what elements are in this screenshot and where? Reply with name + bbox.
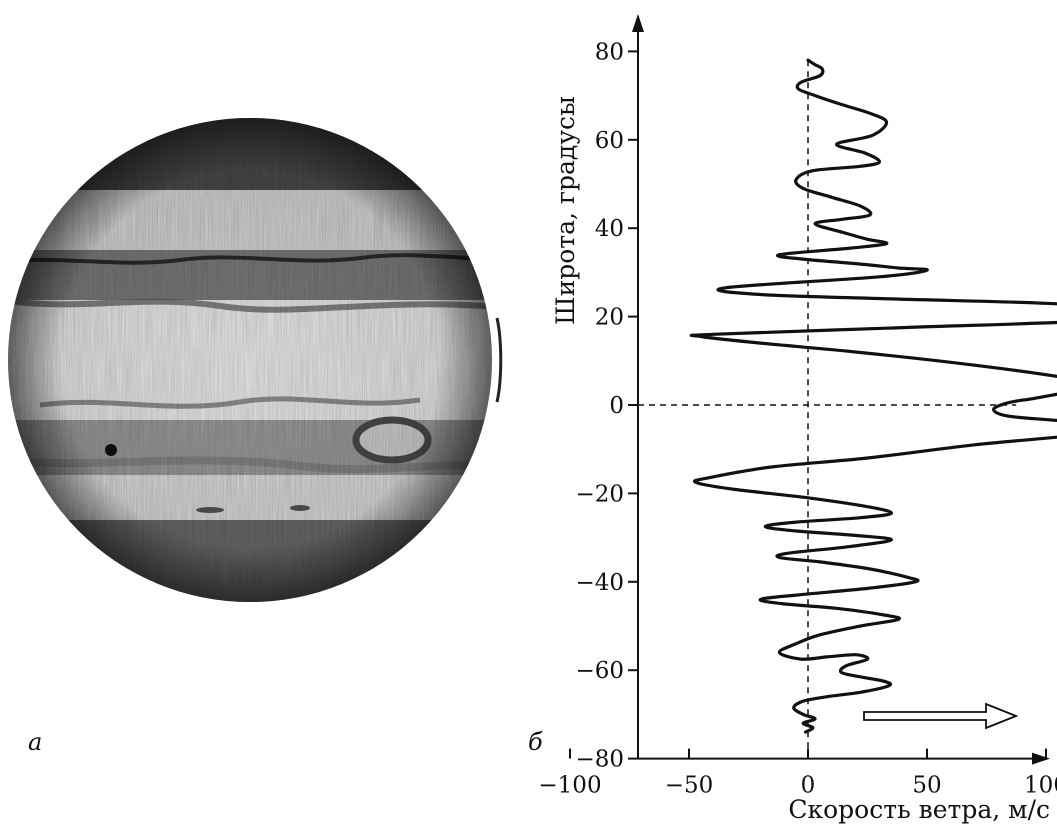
y-tick-label: −40 <box>575 570 624 596</box>
y-axis-title: Широта, градусы <box>551 96 580 325</box>
jupiter-image <box>8 118 503 602</box>
x-tick-label: 0 <box>801 773 816 799</box>
x-axis-title: Скорость ветра, м/с <box>788 795 1050 824</box>
hollow-arrow-right-icon <box>863 702 1019 730</box>
panel-label-b: б <box>528 728 543 756</box>
x-tick-label: 100 <box>1024 773 1057 799</box>
x-tick-label: −50 <box>665 773 714 799</box>
y-tick-label: 60 <box>595 128 624 154</box>
y-tick-group: 80 60 40 20 0 −20 −40 −60 −80 <box>575 39 638 773</box>
x-tick-group: −100−50050100150 <box>538 748 1057 799</box>
panel-label-a: а <box>28 728 42 756</box>
y-tick-label: 20 <box>595 305 624 331</box>
y-tick-label: 40 <box>595 216 624 242</box>
y-tick-label: −20 <box>575 481 624 507</box>
y-tick-label: 80 <box>595 39 624 65</box>
y-tick-label: 0 <box>609 393 624 419</box>
y-tick-label: −80 <box>575 747 624 773</box>
y-axis-arrowhead <box>632 14 644 32</box>
y-tick-label: −60 <box>575 658 624 684</box>
x-tick-label: 50 <box>912 773 941 799</box>
x-axis-arrowhead <box>1032 752 1050 765</box>
wind-speed-series-line <box>689 58 1057 734</box>
x-tick-label: −100 <box>538 773 601 799</box>
